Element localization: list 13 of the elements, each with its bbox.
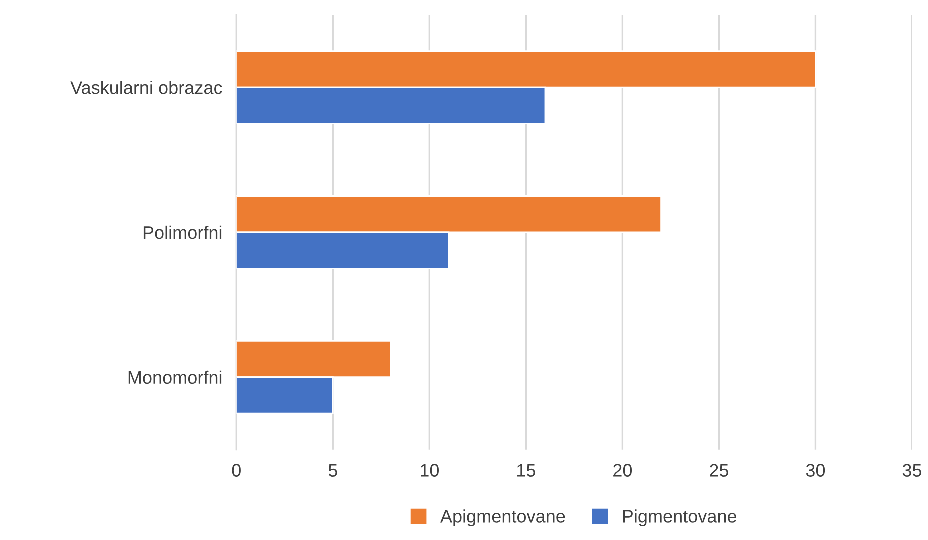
y-tick-label: Polimorfni bbox=[144, 226, 222, 240]
x-tick-label: 15 bbox=[518, 464, 536, 477]
x-tick-label: 10 bbox=[421, 464, 439, 477]
y-tick-label: Vaskularni obrazac bbox=[70, 81, 222, 94]
x-tick-label: 5 bbox=[328, 464, 338, 477]
x-tick-label: 25 bbox=[710, 464, 728, 477]
x-tick-label: 30 bbox=[806, 464, 826, 477]
legend-label: Pigmentovane bbox=[623, 510, 737, 526]
y-tick-label: Monomorfni bbox=[128, 370, 222, 384]
x-tick-label: 35 bbox=[902, 464, 922, 477]
legend-label: Apigmentovane bbox=[440, 510, 566, 526]
x-tick-label: 0 bbox=[232, 464, 241, 477]
x-tick-label: 20 bbox=[614, 464, 632, 477]
